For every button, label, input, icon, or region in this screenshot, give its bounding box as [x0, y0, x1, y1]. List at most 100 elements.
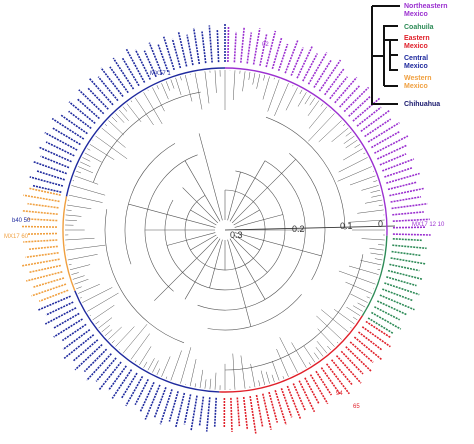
tree-leaf-branch: [143, 92, 163, 125]
leaf-label-western: [38, 289, 69, 303]
leaf-label-central: [61, 323, 87, 342]
leaf-label-coahuila: [392, 244, 427, 250]
leaf-label-northeastern: [386, 172, 420, 184]
leaf-label-western: [26, 271, 63, 282]
clade-arc-western: [62, 196, 76, 291]
tree-leaf-branch: [180, 347, 192, 384]
leaf-label-central: [76, 98, 100, 120]
leaf-label-northeastern: [382, 158, 415, 172]
tree-internal-branch: [229, 238, 266, 300]
tree-leaf-branch: [297, 92, 307, 107]
tree-leaf-branch: [95, 321, 100, 325]
tree-leaf-branch: [111, 116, 118, 123]
tree-leaf-branch: [152, 360, 159, 373]
leaf-label-central: [201, 31, 207, 64]
leaf-label-western: [21, 258, 60, 267]
leaf-label-central: [62, 329, 91, 351]
tree-leaf-branch: [366, 296, 370, 299]
tree-leaf-branch: [354, 144, 361, 148]
leaf-label-western: [33, 277, 65, 288]
leaf-label-northeastern: [389, 187, 425, 197]
leaf-label-western: [23, 239, 58, 243]
leaf-label-northeastern: [240, 27, 245, 63]
leaf-label-northeastern: [391, 202, 428, 210]
leaf-label-central: [134, 379, 149, 406]
tree-leaf-branch: [248, 71, 251, 80]
tree-leaf-branch: [66, 244, 106, 251]
leaf-label-central: [53, 318, 83, 338]
leaf-label-central: [37, 295, 71, 311]
tree-leaf-branch: [65, 219, 77, 221]
tree-leaf-branch: [316, 341, 328, 354]
tree-leaf-branch: [232, 70, 236, 101]
tree-leaf-branch: [78, 166, 94, 174]
tree-leaf-branch: [317, 328, 335, 347]
leaf-label-northeastern: [376, 144, 408, 160]
leaf-label-central: [53, 312, 80, 329]
tree-leaf-branch: [242, 71, 246, 92]
tree-leaf-branch: [98, 317, 113, 329]
tree-leaf-branch: [349, 175, 376, 186]
tree-leaf-branch: [357, 302, 366, 308]
scale-tick-2: 0.1: [340, 221, 353, 231]
tree-leaf-branch: [315, 347, 324, 357]
tree-leaf-branch: [337, 166, 372, 182]
tree-internal-branch: [190, 234, 217, 251]
leaf-label-northeastern: [390, 196, 422, 203]
leaf-label-eastern: [292, 383, 307, 412]
tree-leaf-branch: [87, 148, 91, 151]
leaf-label-central: [32, 184, 62, 193]
tree-leaf-branch: [374, 258, 383, 261]
leaf-label-central: [86, 87, 109, 110]
tree-leaf-branch: [82, 287, 113, 303]
tree-internal-branch: [227, 171, 241, 221]
leaf-label-eastern: [361, 326, 391, 348]
tree-leaf-branch: [89, 314, 91, 316]
leaf-label-eastern: [304, 377, 320, 404]
tree-leaf-branch: [111, 340, 115, 344]
tree-leaf-branch: [134, 97, 154, 126]
tree-leaf-branch: [271, 374, 275, 383]
tree-leaf-branch: [101, 127, 126, 148]
tree-leaf-branch: [80, 161, 91, 167]
tree-leaf-branch: [276, 348, 289, 377]
tree-internal-arc: [197, 160, 306, 311]
leaf-label-central: [100, 67, 124, 97]
leaf-label-northeastern: [324, 67, 345, 96]
leaf-label-central: [153, 387, 167, 418]
tree-leaf-branch: [66, 209, 72, 211]
leaf-label-central: [72, 339, 99, 362]
tree-leaf-branch: [378, 244, 385, 246]
leaf-label-coahuila: [367, 317, 394, 334]
tree-internal-arc: [289, 153, 326, 281]
tree-leaf-branch: [274, 83, 289, 116]
scale-tick-3: 0: [378, 219, 383, 229]
leaf-label-central: [95, 357, 117, 382]
leaf-label-eastern: [353, 336, 383, 361]
clade-arc-central: [65, 67, 226, 197]
leaf-label-northeastern: [329, 76, 349, 100]
tree-leaf-branch: [214, 372, 217, 390]
tree-leaf-branch: [194, 383, 196, 388]
tree-leaf-branch: [361, 238, 385, 241]
tree-leaf-branch: [104, 329, 113, 336]
leaf-label-eastern: [335, 355, 362, 384]
tree-internal-branch: [234, 214, 284, 228]
tree-leaf-branch: [313, 352, 320, 360]
leaf-label-northeastern: [318, 59, 342, 92]
tree-leaf-branch: [370, 189, 381, 193]
tree-leaf-branch: [199, 369, 204, 389]
leaf-label-central: [144, 384, 161, 420]
leaf-label-eastern: [274, 390, 287, 426]
tree-leaf-branch: [84, 152, 102, 163]
leaf-label-central: [111, 369, 133, 399]
tree-leaf-branch: [364, 199, 383, 204]
tree-leaf-branch: [331, 127, 349, 142]
tree-internal-arc: [104, 209, 185, 344]
leaf-label-central: [52, 127, 81, 146]
tree-leaf-branch: [82, 157, 91, 162]
leaf-label-central: [68, 101, 96, 125]
leaf-label-western: [28, 264, 61, 274]
tree-leaf-branch: [363, 152, 366, 155]
